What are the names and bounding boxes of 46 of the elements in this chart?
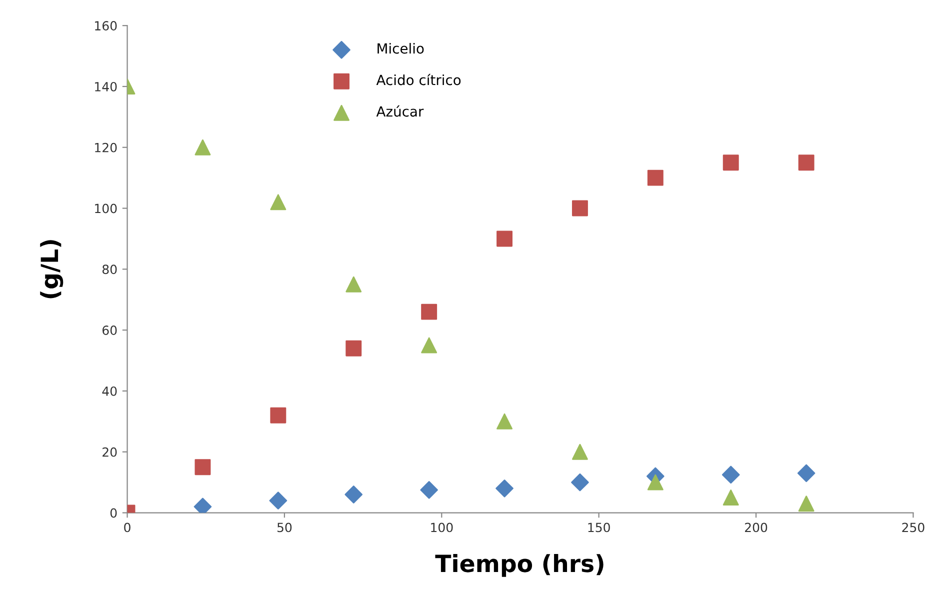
- x-tick-label: 50: [277, 522, 292, 532]
- point: [722, 466, 740, 484]
- y-axis-title: (g/L): [40, 240, 64, 298]
- point: [194, 139, 211, 156]
- point: [722, 490, 739, 506]
- point: [572, 200, 588, 216]
- legend-label: Micelio: [378, 42, 424, 54]
- point: [647, 170, 664, 186]
- point: [722, 154, 739, 171]
- point: [421, 304, 438, 320]
- legend-label: Azúcar: [376, 105, 424, 117]
- point: [797, 464, 816, 482]
- x-tick-label: 100: [431, 522, 453, 532]
- point: [798, 154, 814, 171]
- y-tick-label: 40: [102, 386, 117, 396]
- x-tick-label: 150: [588, 522, 610, 532]
- y-tick-label: 160: [95, 21, 117, 31]
- y-tick-label: 140: [95, 82, 117, 92]
- point: [344, 486, 363, 504]
- x-tick-label: 250: [902, 522, 924, 532]
- point: [269, 492, 288, 510]
- y-tick-label: 120: [95, 142, 117, 152]
- y-tick-label: 100: [95, 204, 117, 214]
- point: [270, 194, 286, 210]
- point: [270, 407, 286, 424]
- y-tick-label: 60: [102, 326, 117, 336]
- x-tick-label: 0: [124, 522, 130, 532]
- point: [194, 498, 212, 513]
- point: [421, 337, 438, 354]
- point: [647, 474, 664, 490]
- point: [496, 413, 512, 430]
- x-axis-title: Tiempo (hrs): [435, 554, 604, 577]
- point: [571, 473, 589, 492]
- y-tick-label: 20: [102, 447, 117, 457]
- point: [496, 230, 512, 247]
- point: [346, 276, 362, 292]
- point: [194, 459, 211, 476]
- point: [420, 481, 438, 499]
- point: [496, 480, 514, 498]
- point: [346, 340, 362, 356]
- legend-label: Acido cítrico: [376, 74, 461, 86]
- point: [798, 496, 814, 512]
- x-tick-label: 200: [745, 522, 768, 532]
- y-tick-label: 80: [102, 264, 117, 274]
- y-tick-label: 0: [110, 508, 117, 518]
- point: [572, 444, 588, 460]
